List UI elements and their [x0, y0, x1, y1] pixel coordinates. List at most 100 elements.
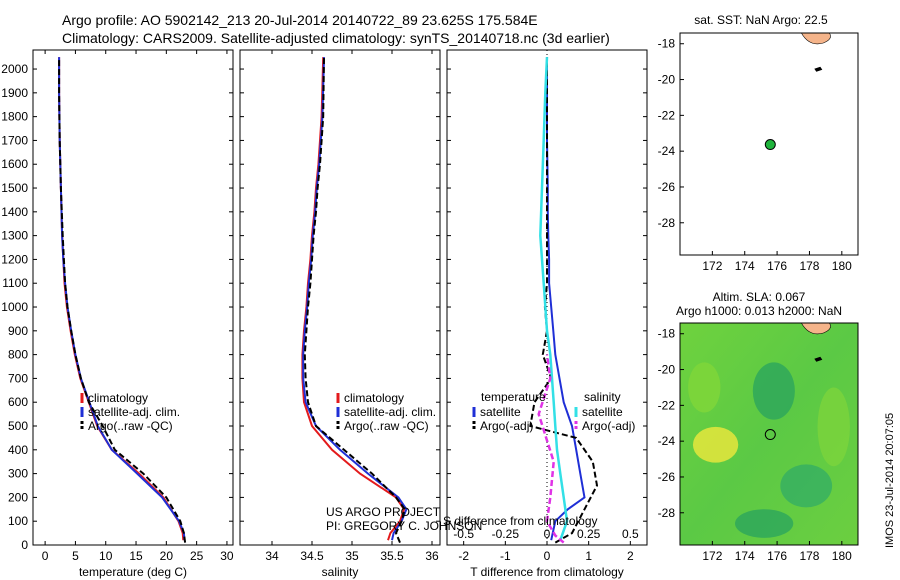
salinity-satellite-line: [302, 57, 408, 541]
difference-xtick-label: 2: [627, 549, 634, 563]
depth-ytick-label: 800: [8, 348, 28, 362]
depth-ytick-label: 300: [8, 467, 28, 481]
depth-ytick-label: 1000: [1, 300, 28, 314]
difference-stick-label: -0.25: [492, 527, 520, 541]
depth-ytick-label: 1600: [1, 157, 28, 171]
sst-map-xtick-label: 180: [832, 259, 852, 273]
sla-map-xtick-label: 172: [702, 549, 722, 563]
temperature-frame: [32, 49, 234, 546]
sla-map-sla-blob: [780, 464, 833, 508]
difference-legend-group-salinity: salinity: [584, 390, 621, 404]
salinity-legend-1-label: satellite-adj. clim.: [344, 405, 436, 419]
temperature-legend-0-label: climatology: [88, 391, 148, 405]
sla-map-sla-blob: [692, 426, 739, 463]
sst-map-xtick-label: 176: [767, 259, 787, 273]
temperature-xtick-label: 15: [129, 549, 143, 563]
temperature-xlabel: temperature (deg C): [79, 565, 187, 579]
sla-map-xtick-label: 174: [735, 549, 755, 563]
difference-panel: -2 -1 0 1 2 -0.5 -0.25 0 0.25 0.5 T difference fro…: [443, 49, 648, 579]
sla-map-xtick-label: 176: [767, 549, 787, 563]
temperature-xtick-label: 10: [99, 549, 113, 563]
sla-map-ytick-label: -18: [658, 327, 676, 341]
difference-xtick-label: -1: [500, 549, 511, 563]
salinity-xtick-label: 36: [425, 549, 439, 563]
credit-project: US ARGO PROJECT: [326, 505, 441, 519]
sla-map-xtick-label: 178: [799, 549, 819, 563]
difference-legend-0-label: satellite: [480, 405, 521, 419]
sla-map-ytick-label: -20: [658, 363, 676, 377]
temperature-satellite-line: [58, 57, 186, 541]
depth-ytick-label: 100: [8, 514, 28, 528]
difference-stick-label: -0.5: [453, 527, 474, 541]
difference-xtick-label: 1: [585, 549, 592, 563]
sla-map-island: [814, 356, 823, 362]
salinity-climatology-line: [301, 57, 406, 541]
temp-diff-argo-line: [529, 57, 599, 544]
temperature-xtick-label: 30: [220, 549, 234, 563]
difference-xtick-label: 0: [544, 549, 551, 563]
temperature-xtick-label: 0: [42, 549, 49, 563]
temperature-xtick-label: 5: [72, 549, 79, 563]
temperature-panel: 0 5 10 15 20 25 300100200300400500600700800900…: [1, 49, 234, 579]
sal-diff-satellite-line: [539, 57, 569, 541]
difference-legend-1-label: Argo(-adj): [480, 419, 533, 433]
salinity-argo-line: [303, 57, 406, 543]
depth-ytick-label: 1400: [1, 205, 28, 219]
sla-map-frame: [679, 322, 859, 546]
sla-map-argo-position-marker: [764, 429, 776, 441]
depth-ytick-label: 400: [8, 443, 28, 457]
sst-map-xtick-label: 174: [735, 259, 755, 273]
difference-xlabel: T difference from climatology: [470, 565, 624, 579]
salinity-xtick-label: 34: [265, 549, 279, 563]
difference-xlabel-top: S difference from climatology: [443, 514, 598, 528]
sla-map-land: [800, 322, 831, 335]
sst-map-ytick-label: -28: [658, 216, 676, 230]
sla-map-panel: 172 174 176 178 180 -18 -20 -22 -24 -26 -28 Altim. …: [658, 290, 859, 563]
temperature-legend-1-label: satellite-adj. clim.: [88, 405, 180, 419]
sst-map-ytick-label: -26: [658, 180, 676, 194]
sst-map-land: [800, 32, 831, 45]
sst-map-panel: 172 174 176 178 180 -18 -20 -22 -24 -26 -28 sat. SS…: [658, 13, 859, 273]
difference-stick-label: 0.25: [577, 527, 601, 541]
depth-ytick-label: 1500: [1, 181, 28, 195]
depth-ytick-label: 700: [8, 371, 28, 385]
sst-map-argo-position-marker: [764, 139, 776, 151]
depth-ytick-label: 500: [8, 419, 28, 433]
salinity-panel: 34 34.5 35 35.5 36 salinity climatologysatelli…: [239, 49, 441, 579]
depth-ytick-label: 200: [8, 490, 28, 504]
sla-map-sla-blob: [735, 509, 794, 538]
sst-map-frame: [679, 32, 859, 256]
sla-map-ytick-label: -28: [658, 506, 676, 520]
sla-map-ytick-label: -22: [658, 398, 676, 412]
depth-ytick-label: 1100: [2, 276, 28, 290]
sla-map-sla-blob: [817, 387, 850, 467]
salinity-legend-0-label: climatology: [344, 391, 404, 405]
sst-map-ytick-label: -22: [658, 108, 676, 122]
sst-map-title: sat. SST: NaN Argo: 22.5: [694, 13, 828, 27]
sla-map-title: Altim. SLA: 0.067: [713, 290, 806, 304]
depth-ytick-label: 600: [8, 395, 28, 409]
depth-ytick-label: 2000: [1, 62, 28, 76]
depth-ytick-label: 1300: [1, 229, 28, 243]
temperature-climatology-line: [58, 57, 185, 541]
depth-ytick-label: 1900: [1, 86, 28, 100]
difference-stick-label: 0.5: [622, 527, 639, 541]
sla-map-ytick-label: -26: [658, 470, 676, 484]
figure-title-line-1: Argo profile: AO 5902142_213 20-Jul-2014…: [62, 12, 538, 28]
timestamp-side-label: IMOS 23-Jul-2014 20:07:05: [884, 412, 896, 548]
depth-ytick-label: 1200: [1, 252, 28, 266]
depth-ytick-label: 900: [8, 324, 28, 338]
sal-diff-argo-line: [537, 354, 565, 544]
difference-stick-label: 0: [544, 527, 551, 541]
sla-map-xtick-label: 180: [832, 549, 852, 563]
salinity-frame: [239, 49, 441, 546]
sst-map-ytick-label: -24: [658, 144, 676, 158]
credit-pi: PI: GREGORY C. JOHNSON: [326, 519, 483, 533]
sst-map-xtick-label: 172: [702, 259, 722, 273]
temperature-legend-2-label: Argo(..raw -QC): [88, 419, 173, 433]
sla-map-ytick-label: -24: [658, 434, 676, 448]
temperature-xtick-label: 25: [190, 549, 204, 563]
salinity-xtick-label: 34.5: [300, 549, 324, 563]
sst-map-ytick-label: -18: [658, 37, 676, 51]
